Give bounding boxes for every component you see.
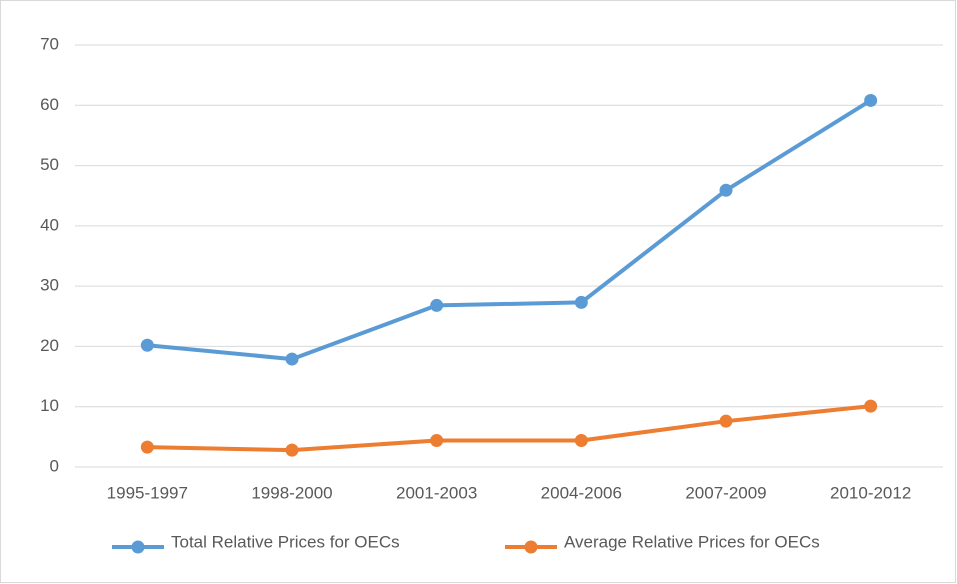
data-point [574, 433, 588, 447]
data-point [864, 93, 878, 107]
data-point [285, 443, 299, 457]
data-point [864, 399, 878, 413]
data-point [430, 298, 444, 312]
legend-label: Total Relative Prices for OECs [171, 532, 400, 551]
legend-marker [131, 540, 145, 554]
y-tick-label: 70 [40, 34, 59, 53]
y-tick-label: 10 [40, 396, 59, 415]
data-point [719, 414, 733, 428]
legend-marker [524, 540, 538, 554]
y-tick-label: 30 [40, 276, 59, 295]
y-tick-label: 20 [40, 336, 59, 355]
grid [75, 44, 943, 468]
x-tick-label: 1995-1997 [107, 483, 188, 502]
series-line [147, 404, 871, 453]
y-tick-label: 50 [40, 155, 59, 174]
data-point [285, 352, 299, 366]
x-tick-label: 2007-2009 [685, 483, 766, 502]
plot [140, 93, 878, 457]
y-tick-label: 40 [40, 215, 59, 234]
y-tick-label: 60 [40, 95, 59, 114]
series-line [147, 98, 872, 362]
data-point [430, 433, 444, 447]
x-tick-label: 2001-2003 [396, 483, 477, 502]
data-point [719, 183, 733, 197]
x-tick-label: 2010-2012 [830, 483, 911, 502]
data-point [574, 295, 588, 309]
data-point [140, 338, 154, 352]
x-tick-label: 1998-2000 [251, 483, 332, 502]
legend-label: Average Relative Prices for OECs [564, 532, 820, 551]
data-point [140, 440, 154, 454]
x-tick-label: 2004-2006 [541, 483, 622, 502]
y-tick-label: 0 [50, 456, 59, 475]
